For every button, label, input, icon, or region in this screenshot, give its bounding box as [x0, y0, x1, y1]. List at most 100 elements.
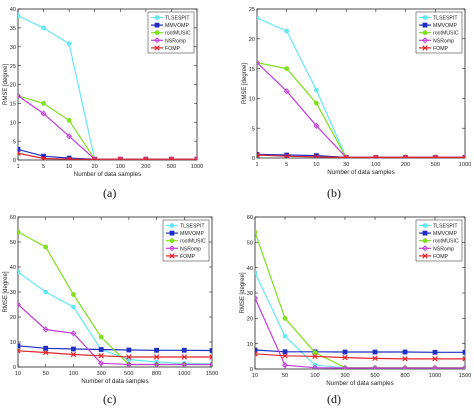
x-tick-label: 500	[124, 371, 133, 377]
y-tick-label: 25	[249, 7, 255, 13]
legend-label: NSRomp	[165, 38, 186, 44]
legend-marker	[422, 30, 428, 36]
data-point-nsromp	[18, 92, 22, 99]
legend-label: FOMP	[165, 46, 181, 52]
series-line-nsromp	[18, 304, 212, 366]
x-tick-label: 5	[42, 164, 45, 170]
x-tick-label: 200	[141, 164, 150, 170]
data-point-fomp	[343, 154, 349, 158]
legend-label: TLSESPIT	[433, 16, 458, 22]
x-tick-label: 50	[282, 373, 288, 379]
y-tick-label: 60	[10, 215, 16, 221]
data-point-mmvomp	[282, 349, 288, 355]
data-point-nsromp	[283, 88, 290, 95]
x-tick-label: 100	[69, 371, 78, 377]
data-point-tlsespit	[282, 333, 288, 339]
data-point-mmvomp	[98, 347, 104, 352]
series-line-fomp	[255, 353, 465, 360]
x-axis-label: Number of data samples	[327, 169, 394, 176]
data-point-nsromp	[341, 364, 349, 369]
x-tick-label: 500	[431, 162, 440, 168]
data-point-rootmusic	[18, 229, 21, 235]
data-point-nsromp	[431, 364, 439, 369]
data-point-fomp	[402, 154, 409, 158]
data-point-fomp	[313, 154, 320, 158]
legend-marker	[169, 238, 175, 244]
data-point-nsromp	[311, 364, 319, 369]
legend-label: TLSESPIT	[180, 224, 205, 230]
data-point-nsromp	[40, 110, 47, 117]
legend-marker	[422, 22, 428, 28]
x-tick-label: 800	[400, 373, 409, 379]
series-line-mmvomp	[18, 345, 212, 352]
data-point-rootmusic	[43, 244, 49, 250]
x-tick-label: 300	[96, 371, 105, 377]
data-point-mmvomp	[284, 152, 290, 158]
y-tick-label: 25	[10, 64, 16, 70]
data-point-fomp	[284, 153, 290, 158]
data-point-nsromp	[42, 326, 49, 333]
data-point-fomp	[40, 155, 47, 160]
data-point-fomp	[462, 154, 465, 158]
data-point-fomp	[373, 154, 379, 158]
data-point-tlsespit	[41, 25, 46, 31]
legend-marker	[169, 223, 175, 228]
legend-marker	[422, 238, 428, 244]
y-tick-label: 30	[10, 290, 16, 296]
x-tick-label: 1000	[429, 373, 441, 379]
series-group	[255, 229, 465, 369]
data-point-fomp	[257, 152, 260, 158]
panel-letter-c: (c)	[103, 392, 117, 406]
x-axis-label: Number of data samples	[81, 378, 148, 385]
y-tick-label: 15	[249, 67, 255, 73]
x-axis-label: Number of data samples	[326, 380, 393, 387]
data-point-mmvomp	[432, 349, 438, 355]
data-point-tlsespit	[255, 270, 258, 276]
data-point-rootmusic	[98, 334, 104, 340]
x-tick-label: 1000	[178, 371, 190, 377]
x-tick-label: 1500	[206, 371, 218, 377]
data-point-nsromp	[281, 362, 289, 369]
data-point-nsromp	[371, 364, 379, 369]
series-line-tlsespit	[18, 271, 212, 365]
data-point-mmvomp	[71, 346, 76, 352]
x-tick-label: 30	[343, 162, 349, 168]
legend-marker	[422, 223, 428, 228]
data-point-tlsespit	[284, 28, 290, 34]
data-point-fomp	[18, 150, 21, 156]
data-point-tlsespit	[43, 289, 49, 295]
panel-letter-a: (a)	[103, 186, 117, 200]
data-point-tlsespit	[18, 13, 21, 19]
data-point-fomp	[92, 156, 98, 160]
data-point-nsromp	[255, 295, 259, 302]
data-point-fomp	[342, 354, 348, 361]
series-line-fomp	[18, 152, 197, 160]
x-tick-label: 500	[370, 373, 379, 379]
y-tick-label: 50	[10, 240, 16, 246]
data-point-tlsespit	[66, 41, 72, 47]
legend-marker	[154, 45, 160, 51]
x-tick-label: 500	[167, 164, 176, 170]
legend-label: MMVOMP	[433, 231, 457, 237]
y-tick-label: 20	[10, 83, 16, 89]
x-tick-label: 100	[310, 373, 319, 379]
x-tick-label: 300	[340, 373, 349, 379]
data-point-fomp	[181, 354, 187, 360]
y-axis-label: RMSE [degree]	[242, 63, 248, 104]
data-point-fomp	[312, 353, 318, 360]
data-point-nsromp	[125, 361, 132, 367]
legend-marker	[421, 37, 429, 44]
data-point-nsromp	[461, 364, 465, 369]
y-tick-label: 30	[10, 45, 16, 51]
data-point-rootmusic	[284, 66, 290, 71]
legend-marker	[422, 15, 428, 20]
legend-label: FOMP	[180, 254, 196, 260]
legend-label: NSRomp	[180, 246, 201, 252]
y-tick-label: 35	[10, 26, 16, 32]
legend-marker	[422, 230, 428, 236]
data-point-fomp	[143, 156, 149, 160]
legend-label: rootMUSIC	[433, 239, 459, 245]
